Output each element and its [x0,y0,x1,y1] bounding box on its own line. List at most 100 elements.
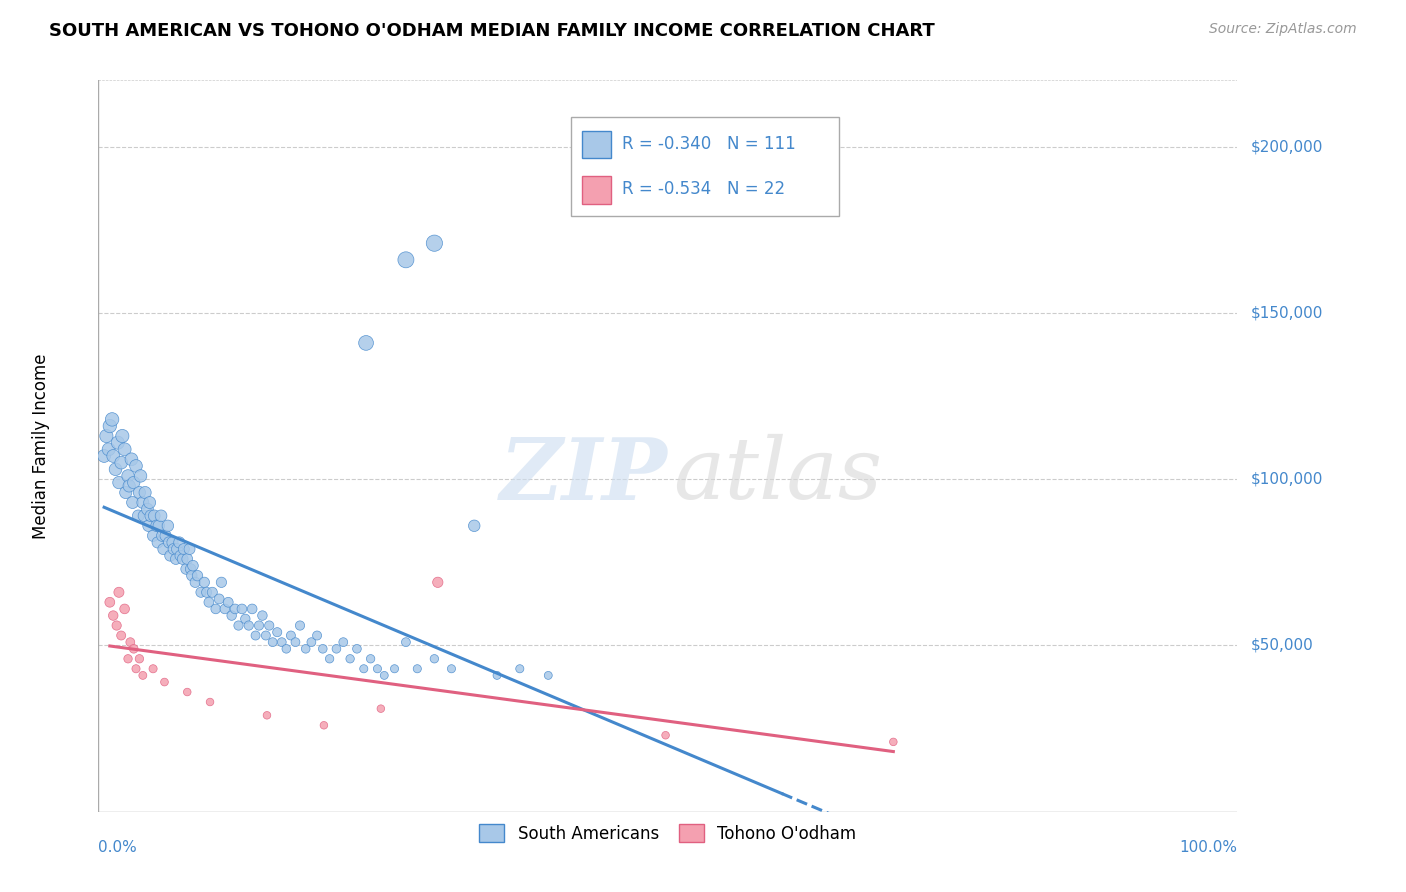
Point [138,518,160,533]
Point [259,618,281,632]
Point [129,469,152,483]
Point [96,429,118,443]
Point [486,668,509,682]
Point [373,668,395,682]
Point [169,549,191,563]
Point [114,442,136,457]
Point [366,662,388,676]
Point [120,452,142,467]
Text: 100.0%: 100.0% [1180,839,1237,855]
Point [98,595,121,609]
Point [120,635,142,649]
Point [157,535,180,549]
Point [238,618,260,632]
Point [423,652,446,666]
Point [318,652,340,666]
Point [176,685,198,699]
Point [299,635,322,649]
Point [509,662,531,676]
Point [181,558,204,573]
Point [276,641,298,656]
Point [186,568,208,582]
Point [193,575,215,590]
Point [136,502,159,516]
Point [312,718,335,732]
Point [150,508,173,523]
Point [152,542,174,557]
Point [325,641,347,656]
Point [125,458,148,473]
Point [221,608,243,623]
Point [307,628,329,642]
Point [122,641,145,656]
Point [180,562,202,576]
Text: ZIP: ZIP [501,434,668,517]
Point [190,585,212,599]
Point [266,625,288,640]
Point [142,529,165,543]
Point [312,641,335,656]
Point [146,535,169,549]
Point [180,568,202,582]
Point [198,595,221,609]
Point [294,641,316,656]
Point [395,635,418,649]
Point [208,591,231,606]
Text: Source: ZipAtlas.com: Source: ZipAtlas.com [1209,22,1357,37]
Point [209,575,232,590]
Point [132,508,155,523]
Point [537,668,560,682]
Point [159,549,181,563]
Point [169,535,191,549]
Point [150,529,173,543]
Point [370,701,392,715]
Point [176,552,198,566]
Point [173,542,195,557]
Point [121,495,143,509]
Point [406,662,429,676]
Point [108,585,131,599]
Point [114,602,136,616]
Point [110,456,132,470]
Legend: South Americans, Tohono O'odham: South Americans, Tohono O'odham [471,816,865,851]
Point [254,628,277,642]
Point [125,662,148,676]
Text: $200,000: $200,000 [1251,139,1323,154]
Point [195,585,218,599]
Point [166,542,188,557]
Point [134,485,156,500]
Point [247,618,270,632]
Point [172,552,194,566]
Point [114,485,136,500]
Point [224,602,246,616]
Point [117,652,139,666]
Point [127,508,149,523]
Point [256,708,278,723]
Point [882,735,904,749]
Point [217,595,239,609]
Text: 0.0%: 0.0% [98,839,138,855]
Point [284,635,307,649]
Point [214,602,236,616]
Point [262,635,284,649]
Text: $100,000: $100,000 [1251,472,1323,487]
Point [174,562,197,576]
Point [360,652,382,666]
Text: atlas: atlas [673,434,883,516]
Point [105,618,128,632]
Point [233,612,256,626]
Point [142,662,165,676]
Point [138,495,160,509]
Point [132,495,155,509]
Point [354,335,377,350]
Point [93,449,115,463]
Point [280,628,302,642]
Point [155,529,177,543]
Point [148,518,170,533]
Point [184,575,207,590]
Point [201,585,224,599]
Point [204,602,226,616]
Point [440,662,463,676]
Point [162,535,184,549]
Text: Median Family Income: Median Family Income [32,353,51,539]
